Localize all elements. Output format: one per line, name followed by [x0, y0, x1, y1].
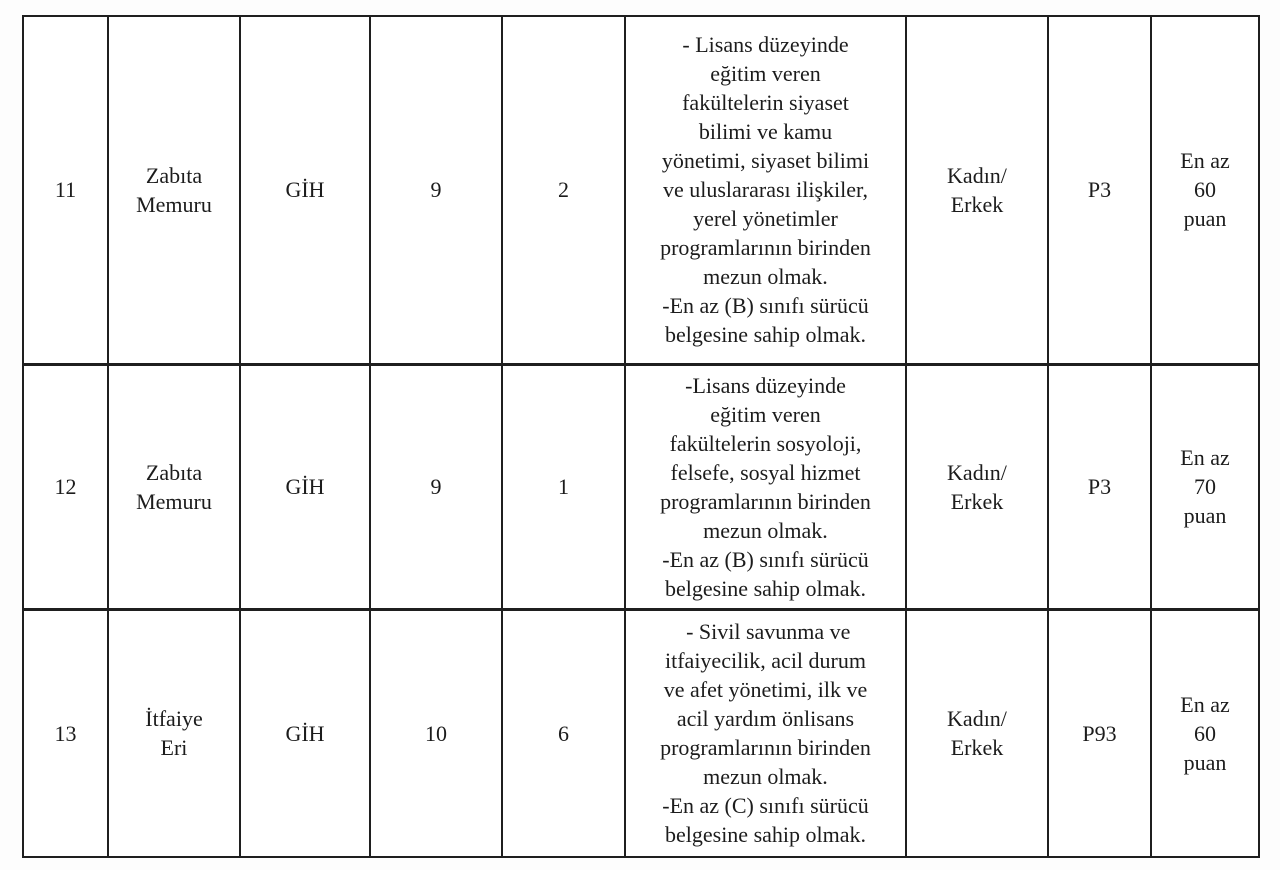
cell-class: GİH: [239, 362, 371, 610]
cell-requirements: -Lisans düzeyinde eğitim veren fakültele…: [624, 362, 907, 610]
cell-score-type: P93: [1047, 607, 1152, 858]
cell-row-number: 11: [22, 15, 109, 365]
cell-position: İtfaiye Eri: [107, 607, 241, 858]
cell-count: 1: [501, 362, 626, 610]
cell-position: Zabıta Memuru: [107, 362, 241, 610]
cell-class: GİH: [239, 607, 371, 858]
cell-class: GİH: [239, 15, 371, 365]
cell-score-type: P3: [1047, 362, 1152, 610]
cell-grade: 9: [369, 362, 503, 610]
cell-gender: Kadın/ Erkek: [905, 15, 1049, 365]
cell-min-score: En az 60 puan: [1150, 607, 1260, 858]
cell-gender: Kadın/ Erkek: [905, 362, 1049, 610]
table-row: 11 Zabıta Memuru GİH 9 2 - Lisans düzeyi…: [22, 15, 1260, 365]
cell-grade: 9: [369, 15, 503, 365]
cell-row-number: 13: [22, 607, 109, 858]
cell-requirements: - Sivil savunma ve itfaiyecilik, acil du…: [624, 607, 907, 858]
cell-count: 6: [501, 607, 626, 858]
table-row: 12 Zabıta Memuru GİH 9 1 -Lisans düzeyin…: [22, 362, 1260, 610]
job-postings-table: 11 Zabıta Memuru GİH 9 2 - Lisans düzeyi…: [22, 15, 1260, 858]
cell-row-number: 12: [22, 362, 109, 610]
table-row: 13 İtfaiye Eri GİH 10 6 - Sivil savunma …: [22, 607, 1260, 858]
cell-min-score: En az 70 puan: [1150, 362, 1260, 610]
cell-position: Zabıta Memuru: [107, 15, 241, 365]
cell-grade: 10: [369, 607, 503, 858]
cell-count: 2: [501, 15, 626, 365]
cell-gender: Kadın/ Erkek: [905, 607, 1049, 858]
cell-requirements: - Lisans düzeyinde eğitim veren fakültel…: [624, 15, 907, 365]
cell-min-score: En az 60 puan: [1150, 15, 1260, 365]
cell-score-type: P3: [1047, 15, 1152, 365]
